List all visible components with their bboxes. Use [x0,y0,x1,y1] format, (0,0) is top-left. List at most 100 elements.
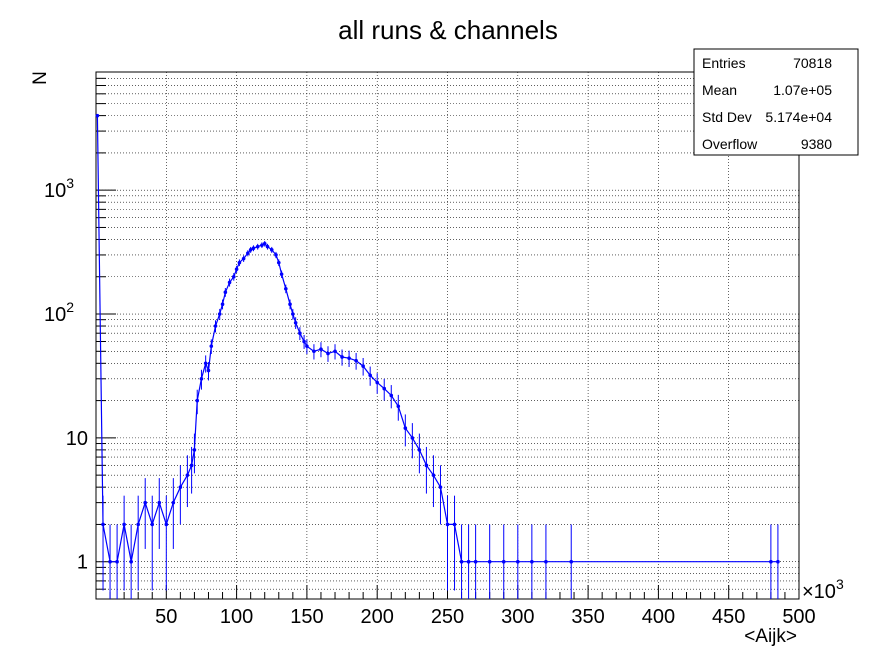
data-point [192,448,197,452]
data-point [209,344,214,348]
data-point [115,559,119,564]
data-point [199,376,204,381]
data-point [326,351,330,356]
data-point [403,426,408,430]
stats-box-frame [693,48,859,156]
data-point [293,320,298,325]
stats-value: 70818 [793,55,832,71]
data-point [227,280,232,285]
data-point [220,302,225,307]
data-point [516,559,520,564]
x-tick-label: 150 [290,606,323,628]
data-point [487,559,492,564]
data-point [95,113,100,118]
data-point [368,373,372,378]
x-tick-label: 100 [220,606,253,628]
stats-label: Overflow [702,136,758,152]
data-point [136,522,140,527]
y-tick-label: 10 [66,428,88,450]
data-point [459,559,464,564]
data-point [333,349,337,354]
data-point [129,559,133,564]
data-point [284,286,288,291]
data-point [213,324,218,328]
data-point [241,256,246,261]
data-series [95,113,780,599]
x-tick-label: 350 [571,606,604,628]
data-point [195,398,200,403]
data-point [234,267,239,272]
data-point [288,302,292,307]
data-point [569,559,574,564]
data-point [769,559,773,564]
data-point [389,393,394,398]
data-point [164,522,169,527]
x-tick-label: 250 [431,606,464,628]
chart-title: all runs & channels [338,15,558,45]
data-point [203,361,208,366]
data-point [206,368,211,373]
data-point [291,312,295,316]
x-tick-label: 50 [155,606,177,628]
data-point [452,522,457,527]
data-point [417,448,422,452]
data-point [530,559,534,564]
data-point [396,404,401,409]
y-tick-label: 1 [77,552,88,574]
data-point [298,331,302,336]
stats-label: Entries [702,55,746,71]
data-point [382,386,387,391]
data-point [424,463,429,468]
data-point [231,274,236,279]
x-tick-label: 400 [642,606,675,628]
data-point [248,248,253,252]
data-point [269,248,274,252]
data-point [178,485,183,489]
stats-label: Std Dev [702,109,752,125]
stats-label: Mean [702,82,737,98]
stats-value: 9380 [801,136,832,152]
data-point [101,522,105,527]
data-point [246,251,250,255]
stats-value: 5.174e+04 [765,109,832,125]
data-point [189,463,194,468]
data-point [544,559,548,564]
data-point [361,364,365,368]
stats-value: 1.07e+05 [773,82,832,98]
data-point [431,473,436,477]
data-point [410,436,415,440]
axis-ticks: 50 100 150 200 250 300 350 400 450 500 1 10 102 103 [44,71,816,628]
stats-box: Entries 70818 Mean 1.07e+05 Std Dev 5.17… [693,48,859,156]
data-point [473,559,478,564]
x-tick-label: 500 [782,606,815,628]
data-point [305,344,309,348]
y-axis-label: N [30,71,51,85]
data-point [122,522,126,527]
data-point [501,559,506,564]
y-tick-label: 103 [44,175,74,202]
data-point [251,246,256,251]
data-point [776,559,780,564]
data-point [262,241,267,246]
data-point [108,559,112,564]
data-point [347,356,351,360]
data-point [340,355,344,359]
data-point [375,380,380,385]
data-point [445,522,450,527]
data-point [274,253,278,257]
data-point [223,290,228,295]
data-point [157,500,162,505]
x-tick-label: 450 [712,606,745,628]
data-point [171,500,176,505]
data-point [237,260,242,265]
data-point [150,522,155,527]
data-point [143,500,148,505]
data-point [265,244,270,249]
x-axis-multiplier: ×103 [802,576,844,603]
data-point [302,339,306,344]
data-point [255,244,260,249]
data-point [276,260,281,265]
x-tick-label: 200 [361,606,394,628]
y-tick-label: 102 [44,299,74,326]
x-axis-label: <Aijk> [744,626,797,647]
